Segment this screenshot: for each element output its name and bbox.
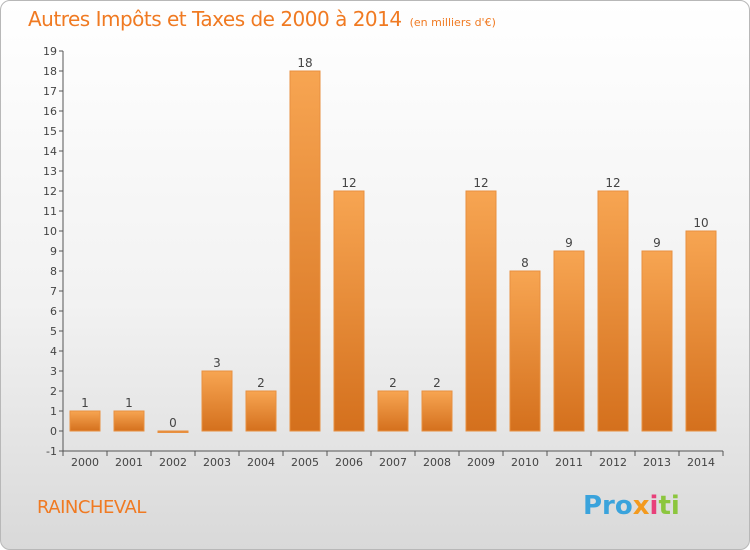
bar-value-label: 1 bbox=[125, 396, 133, 410]
bar-value-label: 3 bbox=[213, 356, 221, 370]
y-tick-label: 7 bbox=[50, 285, 57, 298]
bar-value-label: 18 bbox=[297, 56, 312, 70]
x-tick-label: 2014 bbox=[687, 456, 715, 469]
bar bbox=[333, 190, 365, 432]
bar bbox=[201, 370, 233, 432]
x-tick-label: 2009 bbox=[467, 456, 495, 469]
bar-value-label: 12 bbox=[341, 176, 356, 190]
x-tick-label: 2011 bbox=[555, 456, 583, 469]
x-tick-label: 2010 bbox=[511, 456, 539, 469]
bar-value-label: 2 bbox=[433, 376, 441, 390]
bar-value-label: 12 bbox=[605, 176, 620, 190]
y-tick-label: 17 bbox=[43, 85, 57, 98]
x-tick-label: 2007 bbox=[379, 456, 407, 469]
bar-value-label: 12 bbox=[473, 176, 488, 190]
bar bbox=[69, 410, 101, 432]
y-tick-label: 16 bbox=[43, 105, 57, 118]
bar bbox=[597, 190, 629, 432]
y-tick-label: 9 bbox=[50, 245, 57, 258]
x-tick-label: 2006 bbox=[335, 456, 363, 469]
x-tick-label: 2012 bbox=[599, 456, 627, 469]
bar bbox=[685, 230, 717, 432]
logo-part-2: x bbox=[632, 491, 650, 521]
y-tick-label: 6 bbox=[50, 305, 57, 318]
chart-title-text: Autres Impôts et Taxes de 2000 à 2014 bbox=[28, 7, 402, 31]
y-tick-label: 4 bbox=[50, 345, 57, 358]
bar bbox=[421, 390, 453, 432]
bar-value-label: 8 bbox=[521, 256, 529, 270]
x-tick-label: 2004 bbox=[247, 456, 275, 469]
x-tick-label: 2000 bbox=[71, 456, 99, 469]
y-tick-label: 13 bbox=[43, 165, 57, 178]
x-tick-label: 2003 bbox=[203, 456, 231, 469]
bar bbox=[509, 270, 541, 432]
logo-part-4: ti bbox=[658, 491, 680, 521]
y-tick-label: 14 bbox=[43, 145, 57, 158]
y-tick-label: 11 bbox=[43, 205, 57, 218]
bar bbox=[245, 390, 277, 432]
logo-part-1: Pro bbox=[583, 491, 633, 521]
bar bbox=[157, 430, 189, 433]
bar-value-label: 1 bbox=[81, 396, 89, 410]
bar-value-label: 10 bbox=[693, 216, 708, 230]
bar bbox=[641, 250, 673, 432]
y-tick-label: 10 bbox=[43, 225, 57, 238]
y-tick-label: 15 bbox=[43, 125, 57, 138]
bar-value-label: 9 bbox=[653, 236, 661, 250]
y-tick-label: -1 bbox=[46, 445, 57, 458]
x-tick-label: 2001 bbox=[115, 456, 143, 469]
y-tick-label: 19 bbox=[43, 45, 57, 58]
y-tick-label: 12 bbox=[43, 185, 57, 198]
bar-value-label: 2 bbox=[257, 376, 265, 390]
commune-name: RAINCHEVAL bbox=[37, 497, 146, 518]
proxiti-logo: Proxiti bbox=[583, 491, 680, 521]
logo-part-3: i bbox=[649, 491, 659, 521]
y-tick-label: 5 bbox=[50, 325, 57, 338]
bar-value-label: 9 bbox=[565, 236, 573, 250]
y-tick-label: 1 bbox=[50, 405, 57, 418]
bar bbox=[377, 390, 409, 432]
y-tick-label: 18 bbox=[43, 65, 57, 78]
y-tick-label: 8 bbox=[50, 265, 57, 278]
bar bbox=[289, 70, 321, 432]
bar bbox=[553, 250, 585, 432]
y-tick-label: 0 bbox=[50, 425, 57, 438]
x-tick-label: 2013 bbox=[643, 456, 671, 469]
x-tick-label: 2005 bbox=[291, 456, 319, 469]
unit-label: (en milliers d'€) bbox=[409, 16, 496, 29]
y-tick-label: 2 bbox=[50, 385, 57, 398]
x-tick-label: 2002 bbox=[159, 456, 187, 469]
bar-value-label: 2 bbox=[389, 376, 397, 390]
y-tick-label: 3 bbox=[50, 365, 57, 378]
chart-title: Autres Impôts et Taxes de 2000 à 2014 (en… bbox=[28, 7, 496, 31]
bar bbox=[113, 410, 145, 432]
bar-value-label: 0 bbox=[169, 416, 177, 430]
bar bbox=[465, 190, 497, 432]
x-tick-label: 2008 bbox=[423, 456, 451, 469]
